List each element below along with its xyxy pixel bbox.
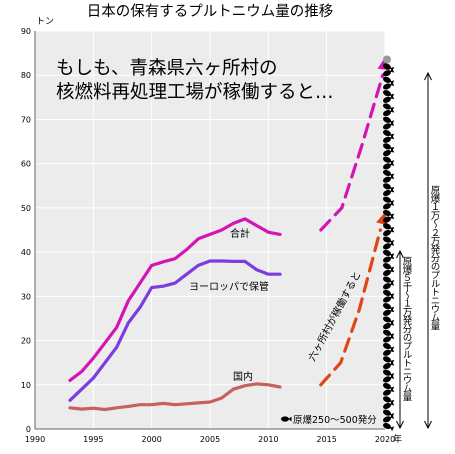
projection-line-0 (319, 73, 385, 232)
bomb-icon (383, 320, 395, 330)
y-tick-label: 10 (21, 381, 31, 390)
bomb-icon (383, 280, 395, 290)
bomb-icon (383, 307, 395, 316)
x-tick-labels: 1990 1995 2000 2005 2010 2015 2020 (25, 435, 395, 444)
headline-line-1: もしも、青森県六ヶ所村の (56, 58, 277, 79)
bomb-icon (383, 334, 395, 343)
bomb-icon (383, 254, 395, 263)
y-axis-unit-label: トン (36, 17, 54, 27)
bomb-icon (383, 400, 395, 410)
bomb-icon (383, 227, 395, 237)
bomb-icon (383, 67, 395, 77)
x-tick-label: 1990 (25, 435, 45, 444)
bracket-large-label: 原爆１万〜２万発分のプルトニウム量 (429, 185, 441, 330)
headline-line-2: 核燃料再処理工場が稼働すると… (56, 82, 334, 103)
y-tick-label: 40 (21, 248, 31, 257)
bomb-icon (383, 94, 395, 103)
bomb-icon (383, 422, 395, 432)
y-tick-label: 30 (21, 292, 31, 301)
bracket-small: 原爆５千〜１万発分のプルトニウム量 (396, 249, 413, 430)
y-tick-label: 90 (21, 27, 31, 36)
y-tick-labels: 0 10 20 30 40 50 60 70 80 90 (21, 27, 31, 434)
bomb-icon (383, 187, 395, 197)
bomb-icon (383, 147, 395, 157)
y-tick-label: 70 (21, 115, 31, 124)
bracket-small-label: 原爆５千〜１万発分のプルトニウム量 (401, 256, 413, 401)
bomb-icon (383, 161, 395, 170)
bomb-icon (383, 267, 395, 276)
series-line-1 (68, 259, 282, 402)
bomb-icon (383, 174, 395, 183)
y-tick-label: 80 (21, 71, 31, 80)
bomb-icon (383, 81, 395, 90)
bomb-icon (383, 214, 395, 223)
x-tick-label: 2015 (316, 435, 336, 444)
x-tick-label: 2000 (141, 435, 161, 444)
chart-title: 日本の保有するプルトニウム量の推移 (87, 3, 334, 20)
bomb-icon (281, 416, 292, 422)
projection-end-marker (383, 55, 391, 64)
bomb-scale-label: 原爆250〜500発分 (293, 414, 377, 426)
series-label-total: 合計 (230, 227, 250, 240)
bomb-scale-legend: 原爆250〜500発分 (281, 414, 377, 426)
series-lines (68, 217, 282, 412)
bomb-icon (383, 387, 395, 396)
bracket-large: 原爆１万〜２万発分のプルトニウム量 (424, 71, 441, 430)
y-tick-label: 0 (26, 425, 31, 434)
bomb-icon (383, 201, 395, 210)
bomb-icon (383, 374, 395, 383)
series-line-0 (68, 217, 282, 382)
bomb-icon (383, 107, 395, 117)
x-tick-label: 2010 (258, 435, 278, 444)
series-label-europe: ヨーロッパで保管 (189, 280, 269, 293)
series-label-domestic: 国内 (233, 370, 253, 383)
y-tick-label: 60 (21, 160, 31, 169)
bomb-icon (383, 121, 395, 130)
projection-line-1 (319, 228, 382, 387)
x-axis-unit-label: 年 (393, 433, 402, 445)
series-line-2 (68, 382, 282, 412)
bomb-icon (383, 414, 395, 423)
bomb-icon-stack (383, 55, 395, 432)
bomb-icon (383, 294, 395, 303)
bomb-icon (383, 360, 395, 370)
y-tick-label: 50 (21, 204, 31, 213)
y-tick-label: 20 (21, 337, 31, 346)
bomb-icon (383, 134, 395, 143)
x-tick-label: 2005 (200, 435, 220, 444)
x-tick-label: 2020 (375, 435, 395, 444)
bomb-icon (383, 241, 395, 250)
bomb-icon (383, 347, 395, 356)
x-tick-label: 1995 (83, 435, 103, 444)
